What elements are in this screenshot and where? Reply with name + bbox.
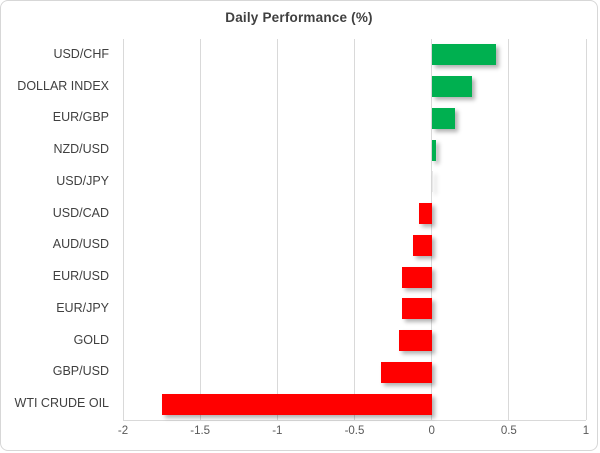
gridline <box>276 39 278 420</box>
bar-dollar-index <box>431 76 472 98</box>
bar-gbp-usd <box>380 361 432 383</box>
x-axis-tick-label: -2 <box>117 425 129 437</box>
gridline <box>585 39 587 420</box>
x-axis-tick-label: -1.5 <box>190 425 211 437</box>
category-label-dollar-index: DOLLAR INDEX <box>17 78 109 93</box>
category-label-gbp-usd: GBP/USD <box>52 364 109 379</box>
gridline <box>508 39 510 420</box>
bar-gold <box>399 330 432 352</box>
bar-wti-crude-oil <box>161 393 432 415</box>
gridline <box>122 39 124 420</box>
category-label-gold: GOLD <box>73 332 109 347</box>
category-label-usd-cad: USD/CAD <box>52 205 109 220</box>
bar-usd-jpy <box>431 171 433 193</box>
category-label-nzd-usd: NZD/USD <box>53 142 109 157</box>
category-label-eur-usd: EUR/USD <box>52 269 109 284</box>
category-label-wti-crude-oil: WTI CRUDE OIL <box>14 396 109 411</box>
gridline <box>431 39 433 420</box>
gridline <box>354 39 355 420</box>
bar-usd-cad <box>419 203 432 225</box>
bar-eur-jpy <box>402 298 432 320</box>
x-axis-tick-label: 0 <box>428 425 435 437</box>
category-label-eur-jpy: EUR/JPY <box>56 300 109 315</box>
category-label-aud-usd: AUD/USD <box>52 237 109 252</box>
x-axis-tick-label: 1 <box>582 425 590 437</box>
category-label-usd-chf: USD/CHF <box>53 46 109 61</box>
x-axis: -2 -1.5 -1 -0.5 0 0.5 1 <box>118 425 590 443</box>
category-axis: USD/CHF DOLLAR INDEX EUR/GBP NZD/USD USD/JPY… <box>1 39 109 420</box>
bar-aud-usd <box>413 234 432 256</box>
bar-nzd-usd <box>431 139 437 161</box>
category-label-eur-gbp: EUR/GBP <box>52 110 109 125</box>
gridline <box>199 39 201 420</box>
bar-eur-gbp <box>431 107 455 129</box>
x-axis-tick-label: -1 <box>272 425 283 437</box>
x-axis-tick-label: -0.5 <box>344 425 365 437</box>
plot-area <box>122 39 587 421</box>
bar-usd-chf <box>431 44 497 66</box>
chart-title: Daily Performance (%) <box>225 10 373 25</box>
category-label-usd-jpy: USD/JPY <box>56 173 109 188</box>
bar-eur-usd <box>402 266 432 288</box>
x-axis-tick-label: 0.5 <box>500 425 517 437</box>
